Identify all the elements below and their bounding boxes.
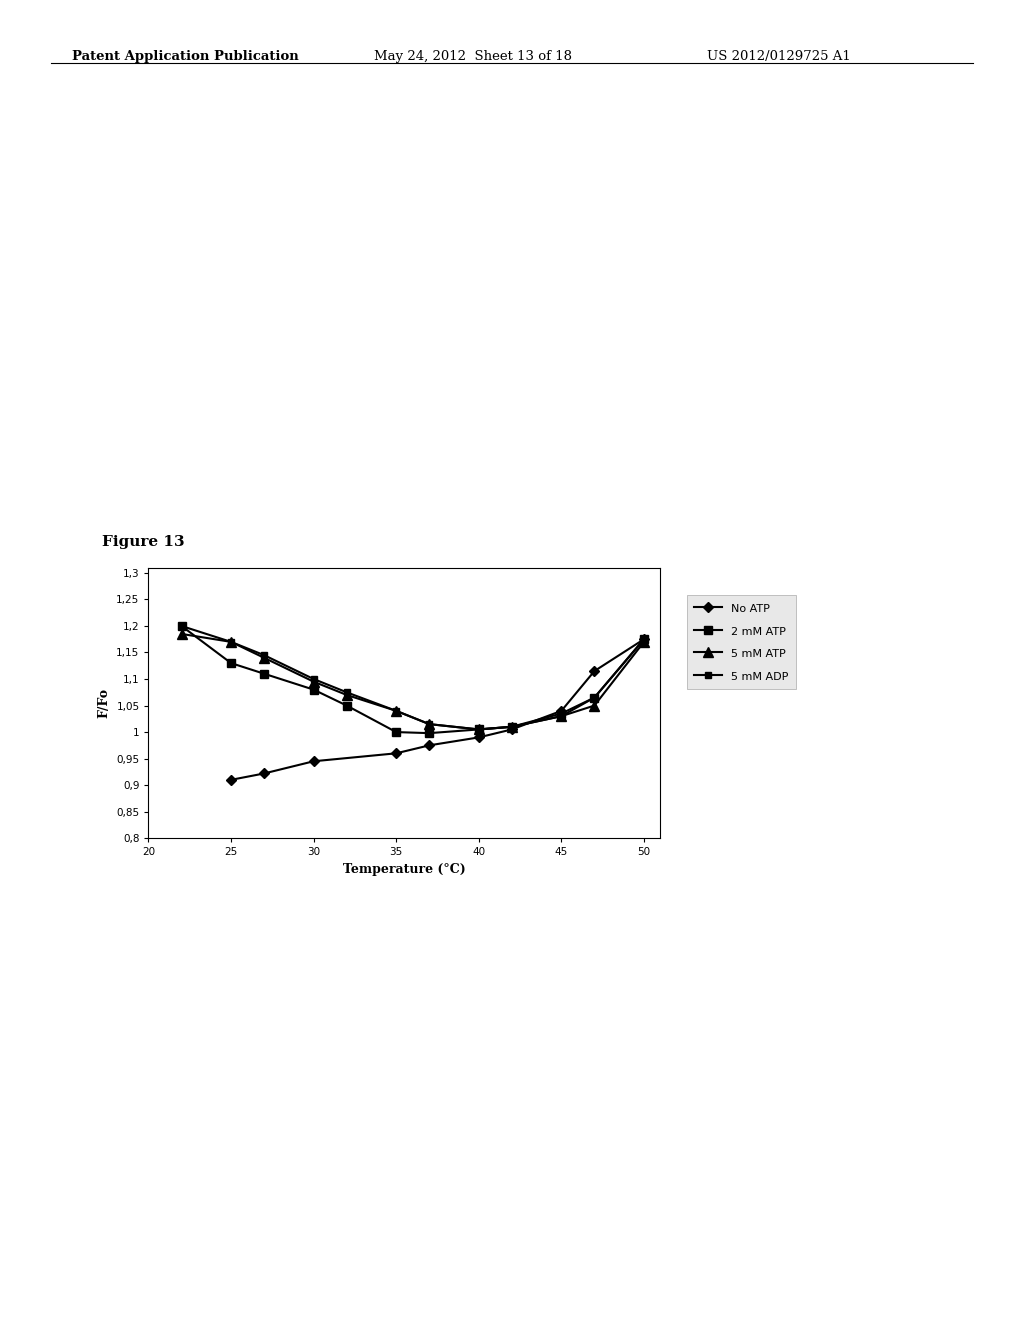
2 mM ATP (638, 631, 650, 647)
2 mM ATP (473, 722, 485, 738)
5 mM ADP (225, 634, 238, 649)
5 mM ADP (506, 719, 518, 735)
No ATP (588, 663, 600, 678)
5 mM ADP (473, 722, 485, 738)
2 mM ATP (506, 719, 518, 735)
Y-axis label: F/Fo: F/Fo (97, 688, 111, 718)
No ATP (423, 738, 435, 754)
Line: 5 mM ATP: 5 mM ATP (177, 630, 649, 734)
2 mM ATP (225, 655, 238, 671)
5 mM ATP (175, 626, 187, 642)
5 mM ADP (175, 618, 187, 634)
5 mM ATP (225, 634, 238, 649)
Text: May 24, 2012  Sheet 13 of 18: May 24, 2012 Sheet 13 of 18 (374, 50, 571, 63)
No ATP (506, 722, 518, 738)
2 mM ATP (390, 725, 402, 741)
5 mM ADP (638, 631, 650, 647)
5 mM ATP (638, 634, 650, 649)
5 mM ADP (390, 704, 402, 719)
No ATP (258, 766, 270, 781)
2 mM ATP (423, 725, 435, 741)
2 mM ATP (258, 665, 270, 681)
2 mM ATP (307, 681, 319, 697)
2 mM ATP (175, 618, 187, 634)
Text: US 2012/0129725 A1: US 2012/0129725 A1 (707, 50, 850, 63)
5 mM ADP (307, 671, 319, 686)
Text: Figure 13: Figure 13 (102, 535, 185, 549)
Line: No ATP: No ATP (227, 636, 647, 783)
5 mM ATP (473, 722, 485, 738)
5 mM ATP (307, 673, 319, 689)
5 mM ATP (341, 686, 353, 702)
5 mM ATP (390, 704, 402, 719)
5 mM ATP (423, 717, 435, 733)
2 mM ATP (555, 706, 567, 722)
2 mM ATP (588, 689, 600, 705)
5 mM ADP (258, 647, 270, 663)
5 mM ATP (555, 709, 567, 725)
No ATP (307, 754, 319, 770)
Legend: No ATP, 2 mM ATP, 5 mM ATP, 5 mM ADP: No ATP, 2 mM ATP, 5 mM ATP, 5 mM ADP (686, 595, 796, 689)
Text: Patent Application Publication: Patent Application Publication (72, 50, 298, 63)
No ATP (638, 631, 650, 647)
No ATP (473, 730, 485, 746)
No ATP (225, 772, 238, 788)
No ATP (390, 746, 402, 762)
5 mM ADP (555, 709, 567, 725)
Line: 2 mM ATP: 2 mM ATP (177, 622, 648, 738)
Line: 5 mM ADP: 5 mM ADP (178, 623, 647, 733)
5 mM ATP (258, 649, 270, 665)
2 mM ATP (341, 698, 353, 714)
X-axis label: Temperature (°C): Temperature (°C) (343, 863, 466, 875)
No ATP (555, 704, 567, 719)
5 mM ADP (588, 689, 600, 705)
5 mM ATP (506, 719, 518, 735)
5 mM ATP (588, 698, 600, 714)
5 mM ADP (341, 684, 353, 700)
5 mM ADP (423, 717, 435, 733)
